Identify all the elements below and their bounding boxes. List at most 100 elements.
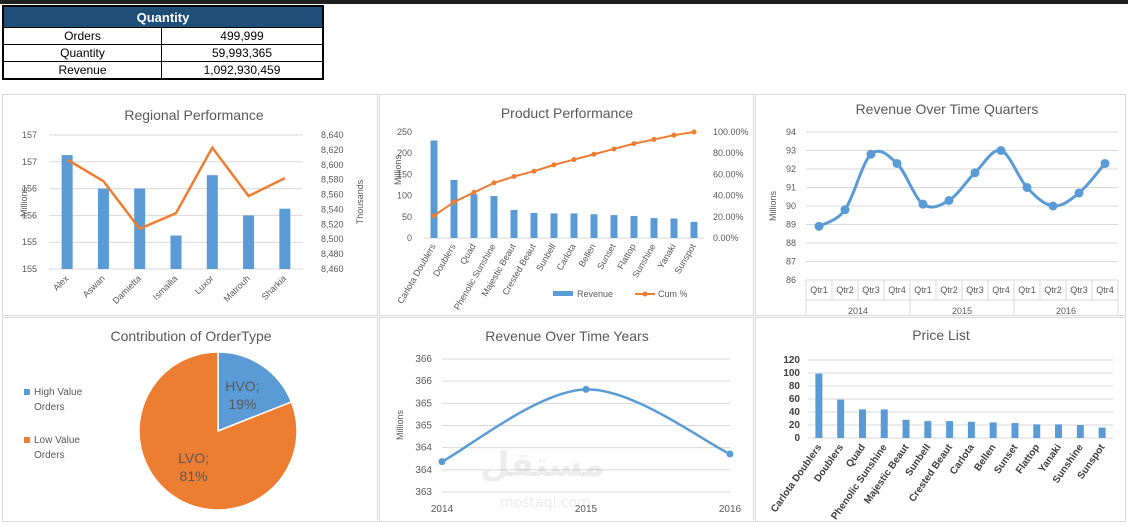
x-tick-label: Sunset	[595, 242, 618, 272]
cum-pct-point	[511, 174, 517, 180]
legend-label-line2: Orders	[34, 450, 65, 461]
bar-revenue	[570, 213, 578, 238]
y-tick-label: 366	[415, 376, 432, 387]
kpi-label: Revenue	[2, 61, 162, 80]
legend-swatch-revenue	[553, 291, 573, 296]
legend-marker-cum	[642, 291, 648, 297]
bar-revenue	[450, 179, 458, 238]
chart-regional-performance[interactable]: Regional Performance 155 155 156 156 157 157 8,…	[2, 94, 378, 316]
y-tick-label: 89	[786, 220, 796, 230]
x-tick-label: Matrouh	[222, 273, 252, 303]
y2-tick-label: 60.00%	[713, 169, 744, 179]
y2-tick-label: 8,520	[321, 219, 344, 229]
kpi-label: Orders	[2, 27, 162, 45]
y-tick-label: 366	[415, 354, 432, 365]
quarter-point	[996, 146, 1006, 155]
quarter-point	[840, 205, 850, 215]
legend-label-cum: Cum %	[658, 289, 688, 299]
x-tick-label: Qtr4	[992, 285, 1010, 295]
bar-revenue	[490, 196, 498, 238]
bar-alex	[61, 155, 73, 269]
bar-revenue	[590, 214, 598, 238]
y2-tick-label: 80.00%	[713, 148, 744, 158]
y2-tick-label: 8,580	[321, 175, 344, 185]
bar-revenue	[630, 215, 638, 238]
x-tick-label: Bellen	[577, 242, 598, 269]
y-tick-label: 92	[786, 164, 796, 174]
chart-price-list[interactable]: Price List 0 20 40 60 80 100 120 Carlota Doubler…	[755, 317, 1126, 522]
x-tick-label: 2016	[719, 504, 742, 515]
x-tick-label: Luxor	[193, 273, 216, 296]
chart-revenue-years[interactable]: Revenue Over Time Years 363 364 364 365 365 36…	[379, 317, 754, 522]
y2-tick-label: 8,460	[321, 264, 344, 274]
y-tick-label: 155	[22, 264, 37, 274]
kpi-title: Quantity	[2, 5, 324, 28]
kpi-row-orders: Orders 499,999	[2, 27, 324, 45]
y-tick-label: 91	[786, 183, 796, 193]
chart-title: Revenue Over Time Years	[485, 328, 648, 344]
chart-title: Product Performance	[501, 105, 633, 121]
bar-ismailia	[170, 235, 182, 269]
group-label: 2014	[848, 306, 868, 316]
cum-pct-point	[431, 213, 437, 219]
bar-price	[967, 421, 975, 438]
y2-tick-label: 0.00%	[713, 233, 739, 243]
legend-label-revenue: Revenue	[577, 289, 613, 299]
x-tick-label: Qtr4	[888, 285, 906, 295]
kpi-row-revenue: Revenue 1,092,930,459	[2, 61, 324, 80]
y-tick-label: 86	[786, 275, 796, 285]
quarter-point	[918, 199, 928, 209]
x-tick-label: Qtr3	[966, 285, 984, 295]
y-axis-label: Millions	[395, 410, 405, 441]
bar-matrouh	[243, 215, 255, 269]
x-tick-label: Qtr3	[862, 285, 880, 295]
cum-pct-point	[611, 146, 617, 152]
year-point	[438, 458, 446, 466]
ordertype-pie-svg: Contribution of OrderType HVO; 19% LVO; 81% H…	[24, 328, 298, 511]
bar-revenue	[550, 213, 558, 238]
x-tick-label: Ismailia	[151, 273, 180, 302]
y-tick-label: 364	[415, 465, 432, 476]
pie-slice-hvo	[217, 351, 293, 433]
slice-label-name: HVO;	[225, 378, 259, 394]
group-label: 2015	[952, 306, 972, 316]
bar-price	[989, 422, 997, 438]
slice-label-name: LVO;	[178, 450, 209, 466]
y-tick-label: 20	[789, 420, 801, 431]
cum-pct-point	[531, 168, 537, 174]
chart-title: Revenue Over Time Quarters	[856, 101, 1039, 117]
kpi-row-quantity: Quantity 59,993,365	[2, 44, 324, 62]
chart-ordertype-contribution[interactable]: Contribution of OrderType HVO; 19% LVO; 81% H…	[2, 317, 378, 522]
bar-revenue	[530, 212, 538, 238]
cum-pct-point	[631, 141, 637, 147]
quarter-point	[970, 168, 980, 178]
quarter-point	[1100, 158, 1110, 168]
x-tick-label: Sharkia	[260, 273, 289, 302]
y-tick-label: 365	[415, 398, 432, 409]
x-tick-label: Qtr1	[810, 285, 828, 295]
y-tick-label: 157	[22, 157, 37, 167]
bar-price	[815, 373, 823, 438]
chart-revenue-quarters[interactable]: Revenue Over Time Quarters 86 87 88 89 90 91 92…	[755, 94, 1126, 316]
y-tick-label: 100	[397, 191, 412, 201]
bar-price	[1098, 427, 1106, 438]
legend-label-line2: Orders	[34, 402, 65, 413]
chart-product-performance[interactable]: Product Performance 0 50 100 150 200 250 0.00% 2…	[379, 94, 754, 316]
y-tick-label: 87	[786, 257, 796, 267]
legend-swatch	[24, 389, 30, 395]
bar-revenue	[650, 218, 658, 238]
y-axis-label: Millions	[768, 191, 778, 222]
cum-pct-point	[671, 132, 677, 138]
quarter-point	[1074, 188, 1084, 198]
legend-swatch	[24, 437, 30, 443]
quarter-point	[1022, 183, 1032, 192]
legend-label-line1: Low Value	[34, 435, 80, 446]
y2-tick-label: 8,500	[321, 234, 344, 244]
bar-price	[880, 409, 888, 438]
x-tick-label: Qtr2	[940, 285, 958, 295]
kpi-value: 1,092,930,459	[161, 61, 324, 80]
slice-label-pct: 81%	[180, 468, 208, 484]
y-tick-label: 365	[415, 421, 432, 432]
bar-price	[837, 399, 845, 438]
